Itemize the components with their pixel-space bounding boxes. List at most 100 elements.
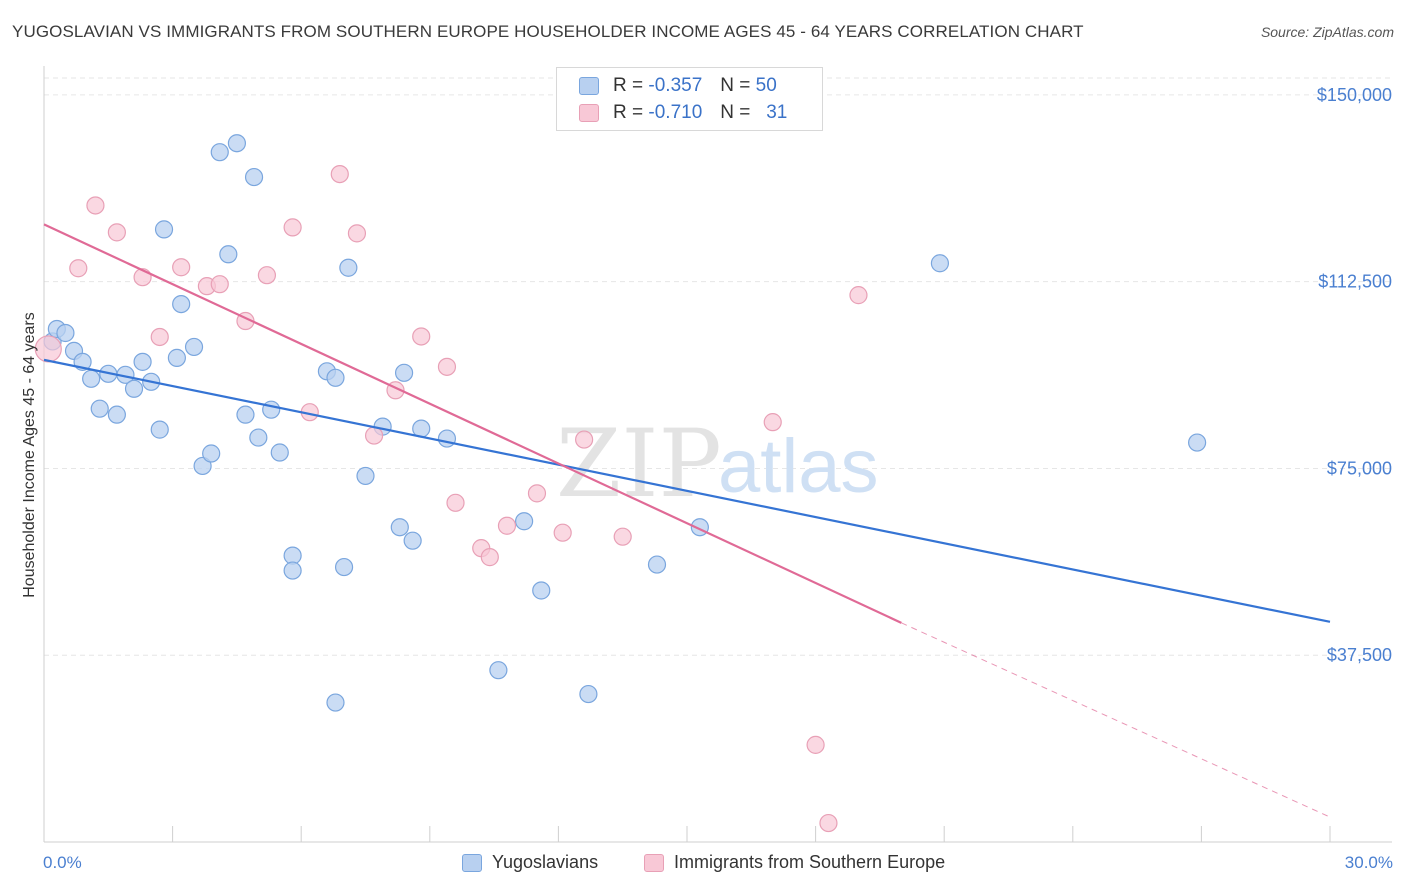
point-immigrants	[69, 259, 88, 278]
bottom-legend-immigrants: Immigrants from Southern Europe	[644, 852, 945, 873]
legend-swatch-blue	[579, 77, 599, 95]
point-yugoslavians	[326, 693, 345, 712]
point-yugoslavians	[930, 254, 950, 273]
point-immigrants	[480, 548, 499, 567]
legend-r-label: R =	[613, 75, 644, 96]
legend-n-value-yugoslavians: 50	[755, 75, 777, 96]
point-yugoslavians	[532, 581, 551, 600]
point-immigrants	[86, 196, 105, 215]
point-yugoslavians	[56, 323, 75, 343]
point-immigrants	[613, 527, 632, 546]
legend-n-label: N =	[720, 102, 751, 123]
bottom-legend-label-immigrants: Immigrants from Southern Europe	[674, 852, 946, 872]
point-yugoslavians	[154, 220, 174, 239]
legend-r-value-immigrants: -0.710	[648, 102, 703, 123]
point-yugoslavians	[236, 405, 255, 424]
trend-line-immigrants-extension	[901, 622, 1331, 818]
point-immigrants	[806, 735, 825, 754]
point-immigrants	[412, 327, 431, 346]
legend-n-value-immigrants: 31	[766, 102, 788, 123]
watermark-atlas: atlas	[718, 424, 879, 509]
y-tick-label: $150,000	[1317, 85, 1392, 105]
point-yugoslavians	[133, 352, 152, 371]
point-yugoslavians	[184, 337, 204, 357]
point-yugoslavians	[270, 443, 289, 462]
bottom-legend-swatch-blue	[462, 853, 482, 872]
correlation-legend: R = -0.357 N = 50 R = -0.710 N = 31	[556, 67, 823, 131]
point-yugoslavians	[167, 348, 186, 367]
point-immigrants	[527, 484, 547, 503]
point-immigrants	[210, 275, 229, 294]
bottom-legend-swatch-pink	[644, 853, 664, 872]
point-yugoslavians	[334, 557, 354, 577]
point-yugoslavians	[249, 428, 268, 447]
legend-n-label: N =	[720, 75, 751, 96]
legend-swatch-pink	[579, 104, 599, 122]
point-immigrants	[763, 413, 782, 432]
point-immigrants	[347, 224, 367, 243]
bottom-legend-label-yugoslavians: Yugoslavians	[492, 852, 599, 872]
point-yugoslavians	[1188, 433, 1207, 452]
x-tick-label-min: 0.0%	[43, 853, 82, 872]
point-yugoslavians	[262, 400, 281, 419]
point-yugoslavians	[326, 368, 345, 387]
point-immigrants	[553, 523, 572, 542]
watermark: ZIP atlas	[556, 410, 879, 519]
y-tick-label: $75,000	[1327, 458, 1392, 478]
point-immigrants	[819, 813, 838, 833]
point-yugoslavians	[244, 167, 264, 187]
y-axis-label: Householder Income Ages 45 - 64 years	[21, 312, 38, 598]
point-immigrants	[575, 430, 594, 449]
point-yugoslavians	[124, 379, 144, 398]
point-yugoslavians	[283, 561, 302, 580]
point-yugoslavians	[227, 134, 246, 153]
axes	[43, 66, 1392, 843]
point-yugoslavians	[172, 294, 191, 314]
point-immigrants	[437, 357, 457, 376]
y-tick-label: $112,500	[1318, 272, 1392, 292]
x-tick-label-max: 30.0%	[1345, 853, 1393, 872]
point-yugoslavians	[82, 369, 101, 388]
point-yugoslavians	[90, 399, 109, 418]
point-immigrants	[330, 164, 349, 184]
y-tick-label: $37,500	[1327, 645, 1392, 665]
source-label: Source: ZipAtlas.com	[1260, 24, 1394, 40]
point-immigrants	[446, 493, 465, 512]
legend-row-yugoslavians: R = -0.357 N = 50	[579, 74, 777, 98]
tick-labels: $37,500 $75,000 $112,500 $150,000 0.0% 30.0%	[43, 85, 1393, 872]
point-yugoslavians	[202, 444, 221, 463]
point-immigrants	[497, 516, 517, 535]
trend-line-yugoslavians	[43, 358, 1331, 623]
point-immigrants	[107, 223, 126, 242]
point-yugoslavians	[219, 245, 238, 264]
watermark-zip: ZIP	[556, 410, 722, 519]
grid-lines	[44, 77, 1392, 656]
point-yugoslavians	[437, 429, 457, 448]
point-yugoslavians	[647, 555, 667, 574]
point-immigrants	[150, 327, 169, 347]
point-yugoslavians	[394, 363, 414, 382]
chart-title: YUGOSLAVIAN VS IMMIGRANTS FROM SOUTHERN …	[12, 22, 1084, 41]
point-immigrants	[283, 218, 302, 237]
point-immigrants	[34, 335, 62, 363]
point-yugoslavians	[107, 405, 126, 424]
point-yugoslavians	[403, 531, 422, 550]
legend-row-immigrants: R = -0.710 N = 31	[579, 101, 787, 125]
point-immigrants	[364, 426, 384, 445]
trend-lines	[43, 223, 1331, 818]
point-yugoslavians	[210, 143, 229, 162]
point-immigrants	[172, 258, 191, 277]
point-immigrants	[257, 266, 277, 285]
point-immigrants	[849, 286, 868, 305]
point-yugoslavians	[489, 661, 508, 680]
bottom-legend-yugoslavians: Yugoslavians	[462, 852, 598, 873]
point-yugoslavians	[150, 420, 169, 439]
point-yugoslavians	[515, 512, 534, 531]
trend-line-immigrants	[43, 223, 902, 624]
point-yugoslavians	[579, 684, 598, 704]
point-yugoslavians	[390, 518, 409, 537]
point-yugoslavians	[339, 258, 358, 277]
legend-r-value-yugoslavians: -0.357	[648, 75, 703, 96]
point-yugoslavians	[193, 456, 212, 476]
